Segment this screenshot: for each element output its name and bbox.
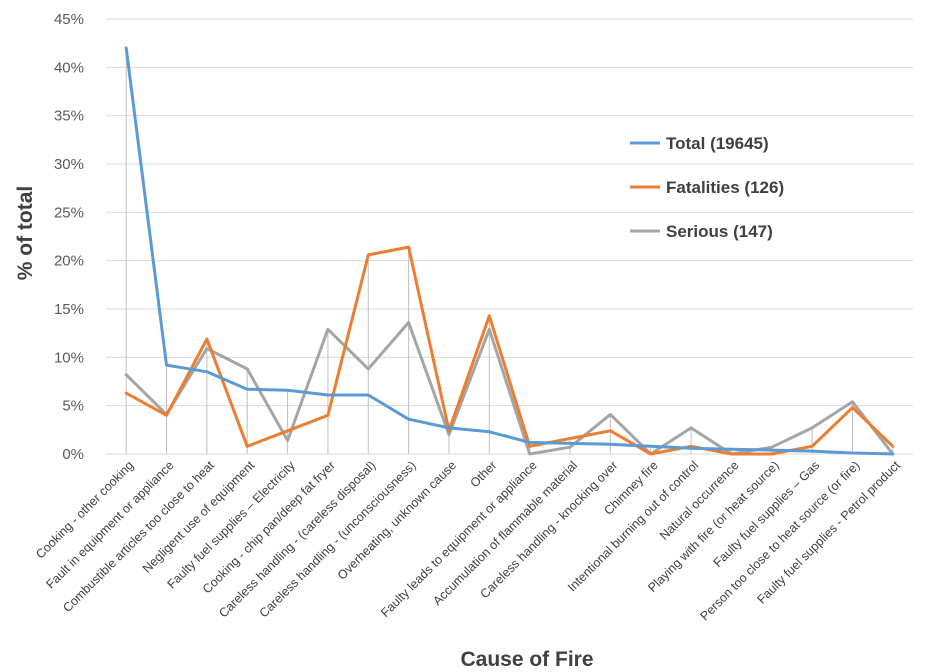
y-axis-title: % of total [14,186,37,281]
y-tick-label: 40% [54,59,84,76]
y-tick-label: 20% [54,253,84,270]
series-line-total [124,46,895,456]
y-tick-label: 0% [62,446,84,463]
x-tick-label: Faulty fuel supplies - Petrol product [754,458,903,607]
legend-label-fatalities: Fatalities (126) [666,178,784,197]
y-tick-label: 5% [62,398,84,415]
legend-label-total: Total (19645) [666,134,769,153]
y-tick-label: 45% [54,11,84,28]
x-tick-label: Other [467,458,499,490]
gridlines [106,18,913,407]
y-tick-labels: 0% 5% 10% 15% 20% 25% 30% 35% 40% 45% [54,11,84,463]
legend-label-serious: Serious (147) [666,222,773,241]
series-line-fatalities [124,245,895,456]
x-tick-label: Combustible articles too close to heat [60,458,217,615]
legend: Total (19645) Fatalities (126) Serious (14… [630,134,784,241]
x-tick-label: Accumulation of flammable material [430,458,580,608]
y-tick-label: 10% [54,349,84,366]
series-lines [124,46,895,456]
y-tick-label: 30% [54,156,84,173]
series-line-serious [124,321,895,456]
y-tick-label: 35% [54,108,84,125]
y-tick-label: 15% [54,301,84,318]
y-tick-label: 25% [54,204,84,221]
x-axis-title: Cause of Fire [460,648,593,671]
